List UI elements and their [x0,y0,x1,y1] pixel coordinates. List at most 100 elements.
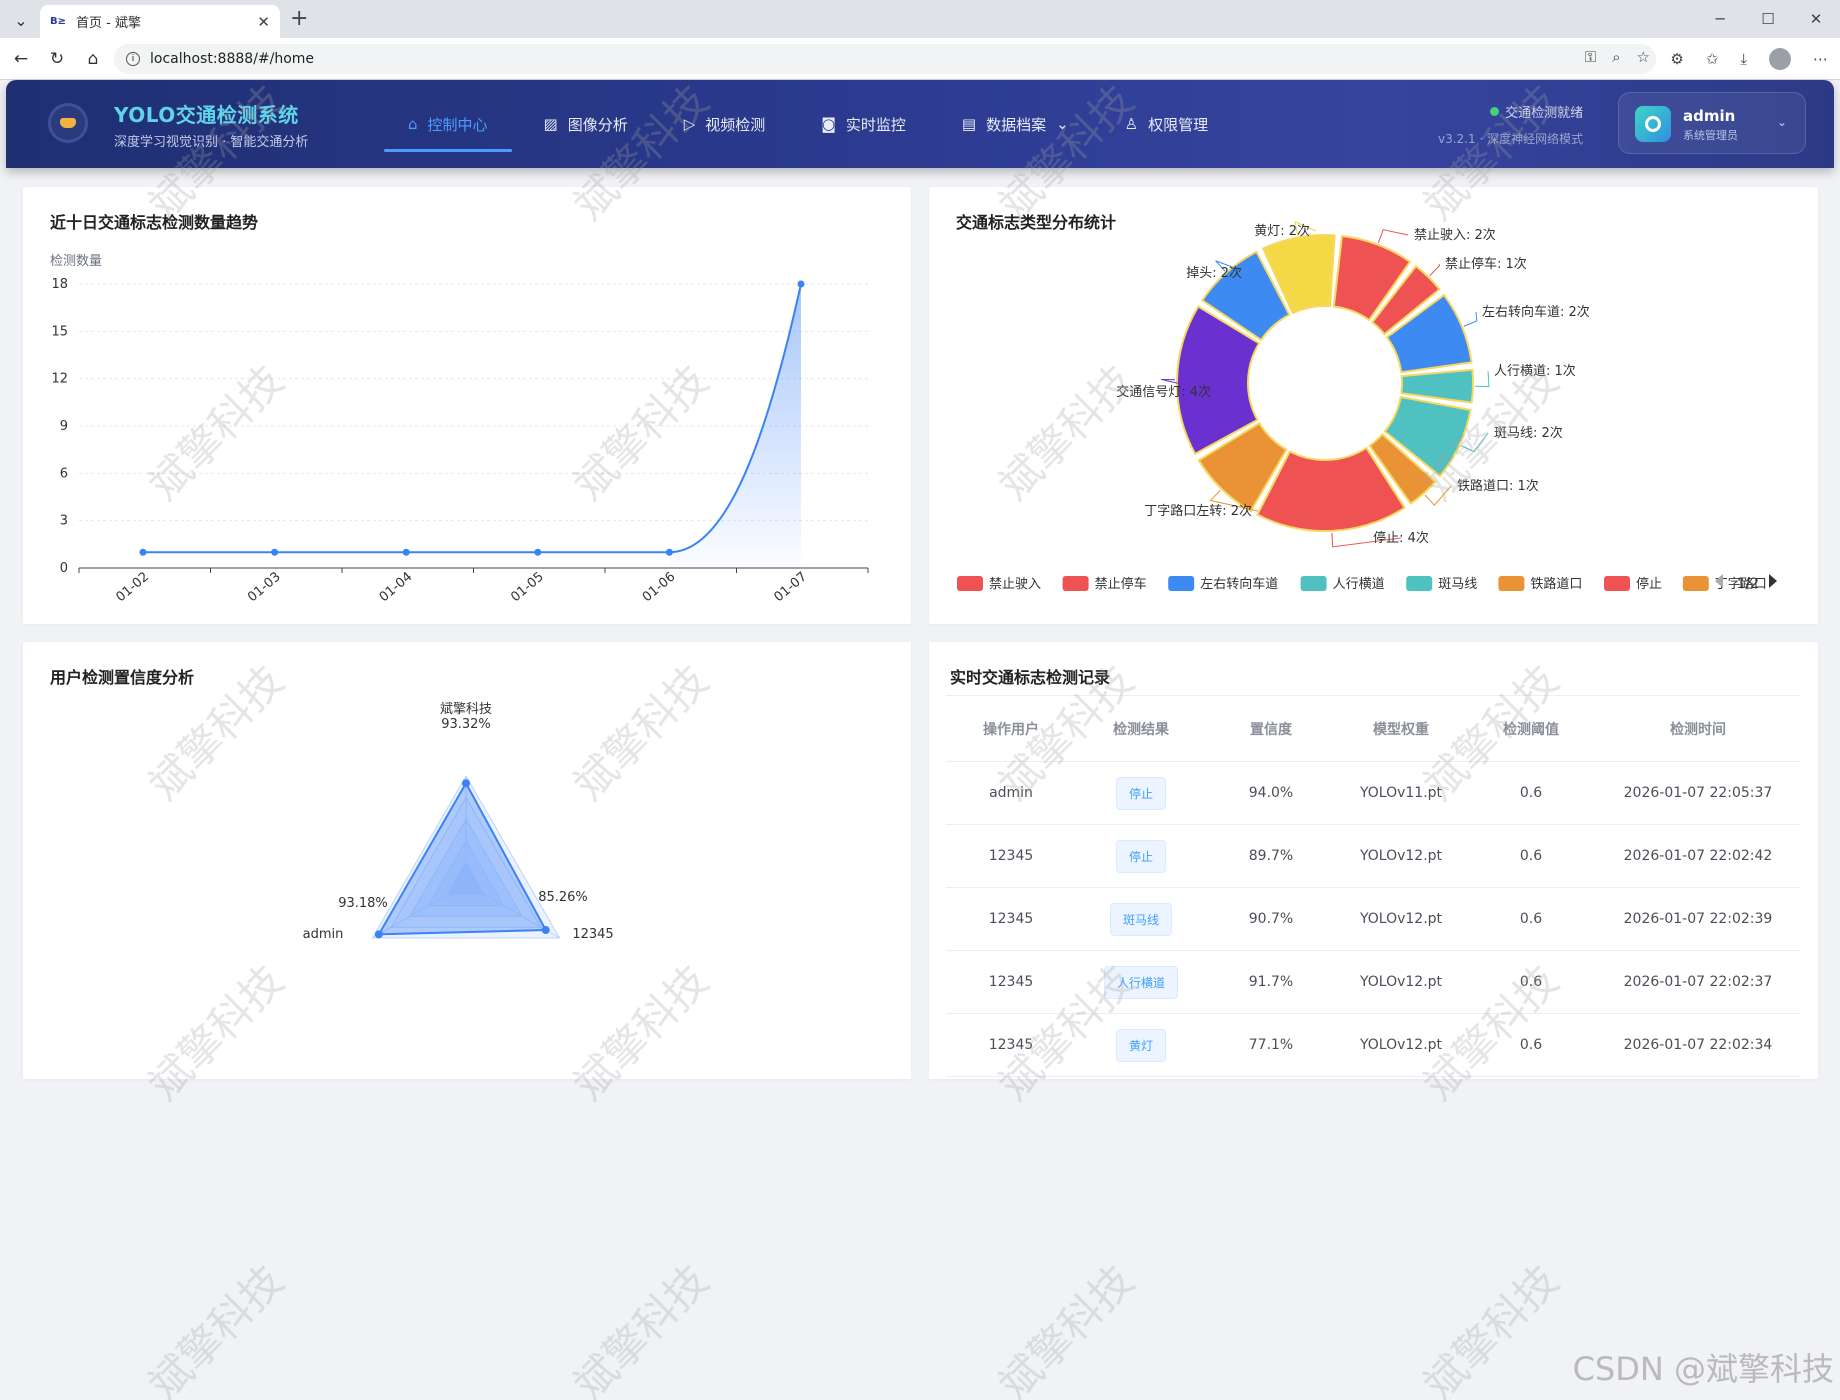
x-tick-label: 01-04 [377,569,416,605]
cell-confidence: 77.1% [1248,1037,1294,1053]
data-point [534,548,542,556]
csdn-watermark: CSDN @斌擎科技 [1572,1350,1834,1388]
tab-title: 首页 - 斌擎 [76,16,141,31]
user-menu[interactable]: admin 系统管理员 ⌄ [1618,92,1806,154]
records-table: 操作用户 检测结果 置信度 模型权重 检测阈值 检测时间 admin 停止 94… [946,695,1800,1077]
nav-image-analysis[interactable]: ▨ 图像分析 [516,80,656,168]
reload-icon[interactable]: ↻ [49,49,65,69]
cell-threshold: 0.6 [1519,911,1543,927]
cell-user: 12345 [988,911,1034,927]
nav-label: 权限管理 [1148,115,1209,134]
camera-icon: ◙ [821,115,836,133]
close-tab-icon[interactable]: ✕ [257,12,270,31]
radar-area [377,781,548,936]
table-row[interactable]: 12345 斑马线 90.7% YOLOv12.pt 0.6 2026-01-0… [946,888,1800,951]
cell-model: YOLOv12.pt [1359,911,1443,927]
extensions-icon[interactable]: ⚙ [1670,50,1684,68]
table-row[interactable]: 12345 人行横道 91.7% YOLOv12.pt 0.6 2026-01-… [946,951,1800,1014]
download-icon[interactable]: ⤓ [1740,50,1747,68]
new-tab-icon[interactable]: + [290,6,309,31]
minimize-icon[interactable]: ─ [1715,10,1725,28]
y-axis-label: 检测数量 [50,254,102,269]
maximize-icon[interactable]: ☐ [1761,10,1775,28]
result-tag: 停止 [1115,839,1166,873]
nav-label: 图像分析 [567,115,628,134]
cell-threshold: 0.6 [1519,974,1543,990]
nav-realtime-monitor[interactable]: ◙ 实时监控 [793,80,934,168]
slice-label: 禁止停车: 1次 [1445,256,1527,272]
favorite-star-icon[interactable]: ☆ [1636,48,1650,66]
site-info-icon[interactable]: i [126,52,140,66]
y-tick-label: 15 [51,324,68,339]
radar-point [541,926,550,935]
browser-toolbar: ⚙ ✩ ⤓ ⋯ [1670,48,1828,70]
cell-model: YOLOv12.pt [1359,974,1443,990]
pie-card: 交通标志类型分布统计 禁止驶入: 2次 禁止停车: 1次 左右转向车道: 2次 人行横… [929,187,1818,624]
nav-control-center[interactable]: ⌂ 控制中心 [380,80,516,168]
label-leader [1424,485,1452,507]
slice-label: 停止: 4次 [1373,530,1429,546]
radar-indicator: 斌擎科技 [440,702,492,717]
label-leader [1215,260,1249,274]
cell-threshold: 0.6 [1519,785,1543,801]
slice-label: 斑马线: 2次 [1494,425,1563,441]
nav-label: 数据档案 [986,115,1047,134]
cell-user: 12345 [988,848,1034,864]
table-row[interactable]: 12345 黄灯 77.1% YOLOv12.pt 0.6 2026-01-07… [946,1014,1800,1077]
zoom-icon[interactable]: ⌕ [1612,48,1621,66]
close-window-icon[interactable]: ✕ [1809,10,1823,28]
status-text: 交通检测就绪 [1505,106,1584,121]
profile-avatar-icon[interactable] [1769,48,1791,70]
address-bar-row: ← ↻ ⌂ i localhost:8888/#/home [0,38,1840,80]
legend-swatch [1604,576,1630,591]
cell-user: admin [989,785,1033,801]
table-row[interactable]: admin 停止 94.0% YOLOv11.pt 0.6 2026-01-07… [946,762,1800,825]
area-fill [669,284,801,568]
y-tick-label: 12 [51,372,68,387]
legend-label: 左右转向车道 [1200,576,1278,592]
url-field[interactable]: i localhost:8888/#/home [114,44,1656,74]
result-tag: 停止 [1115,776,1166,810]
cell-confidence: 89.7% [1248,848,1294,864]
y-tick-label: 3 [60,514,68,529]
radar-value: 93.32% [441,717,491,732]
col-header: 检测阈值 [1503,721,1559,738]
main-nav: ⌂ 控制中心 ▨ 图像分析 ▷ 视频检测 ◙ 实时监控 ▤ 数据档案 ⌄ ♙ 权… [380,80,1236,168]
nav-label: 实时监控 [845,115,906,134]
home-browser-icon[interactable]: ⌂ [87,49,99,69]
data-point [271,548,279,556]
nav-data-archive[interactable]: ▤ 数据档案 ⌄ [934,80,1097,168]
pie-slice [1332,234,1411,321]
table-row[interactable]: 12345 停止 89.7% YOLOv12.pt 0.6 2026-01-07… [946,825,1800,888]
y-tick-label: 0 [60,561,68,576]
favorites-icon[interactable]: ✩ [1705,50,1719,68]
radar-axis [372,883,467,939]
legend-swatch [1300,576,1327,591]
nav-video-detection[interactable]: ▷ 视频检测 [656,80,794,168]
pie-slice [1256,446,1406,532]
radar-value: 93.18% [338,896,388,911]
radar-point [374,930,383,939]
tab-list-chevron-icon[interactable]: ⌄ [14,10,28,30]
x-tick-label: 01-06 [640,569,679,605]
pie-slice [1262,234,1336,315]
nav-permission[interactable]: ♙ 权限管理 [1097,80,1236,168]
col-header: 置信度 [1250,721,1292,738]
more-icon[interactable]: ⋯ [1813,50,1828,68]
legend-swatch [957,576,983,591]
slice-label: 左右转向车道: 2次 [1482,304,1590,320]
back-icon[interactable]: ← [13,49,29,69]
status-dot-icon [1490,107,1500,116]
version-text: v3.2.1 · 深度神经网络模式 [1438,132,1584,146]
x-tick-label: 01-05 [508,569,547,605]
browser-tab[interactable]: B≥ 首页 - 斌擎 ✕ [40,5,280,38]
label-leader [1209,490,1259,512]
y-tick-label: 6 [60,466,68,481]
trend-title: 近十日交通标志检测数量趋势 [50,213,259,232]
data-point [797,280,805,288]
legend-swatch [1682,576,1709,591]
image-icon: ▨ [543,115,558,133]
nav-label: 视频检测 [705,115,766,134]
key-icon[interactable]: ⚿ [1584,48,1597,66]
